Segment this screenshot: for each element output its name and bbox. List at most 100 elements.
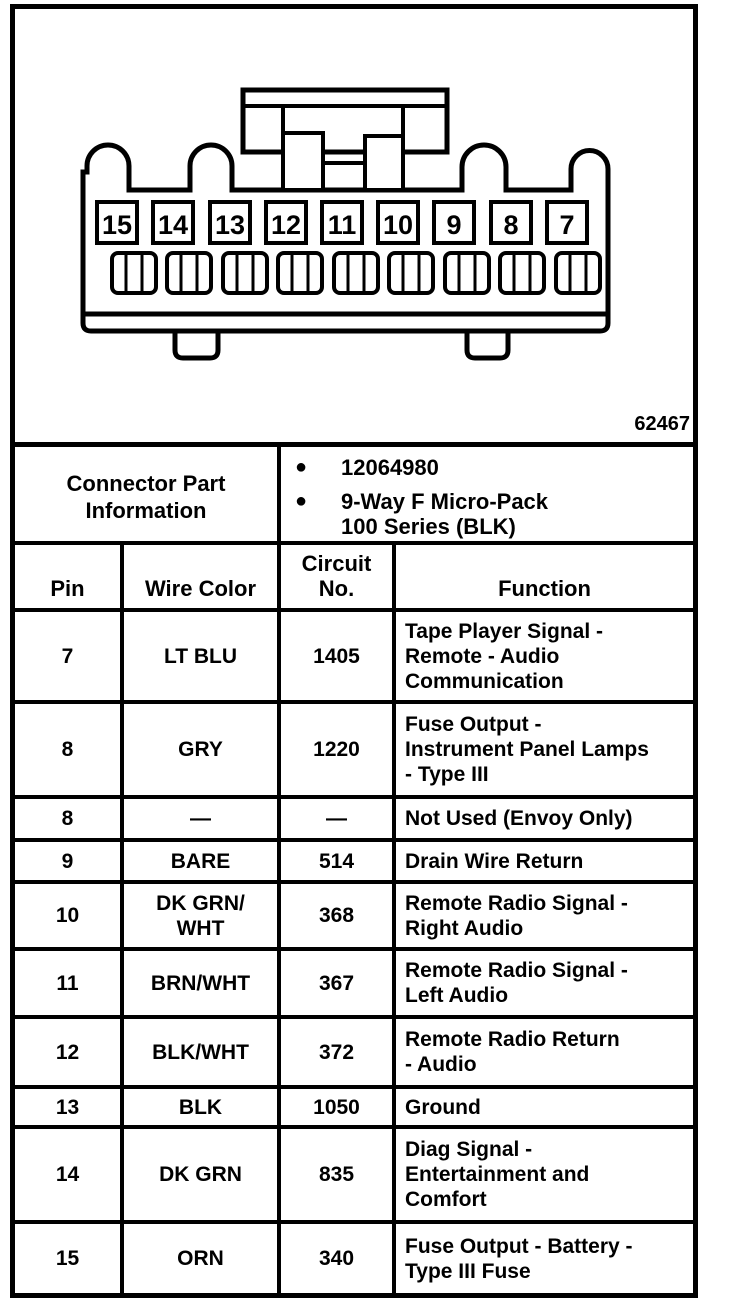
function-cell: Remote Radio Return - Audio: [392, 1019, 693, 1085]
table-row: 13 BLK 1050 Ground: [15, 1085, 693, 1125]
connector-part-info-label: Connector Part Information: [66, 471, 226, 523]
pin-cavity-box: [545, 200, 589, 245]
function-cell: Drain Wire Return: [392, 842, 693, 880]
terminal-slot: [498, 251, 546, 295]
pin-number-label: 10: [383, 210, 413, 240]
connector-part-info-values: ● 12064980 ● 9-Way F Micro-Pack 100 Seri…: [277, 447, 693, 547]
pin-number-label: 12: [271, 210, 301, 240]
connector-type-item: ● 9-Way F Micro-Pack 100 Series (BLK): [295, 489, 689, 539]
function-cell: Ground: [392, 1089, 693, 1125]
connector-type: 9-Way F Micro-Pack 100 Series (BLK): [341, 489, 549, 539]
terminal-slot: [332, 251, 380, 295]
pin-cell: 9: [61, 849, 74, 873]
circuit-no-cell: —: [277, 799, 392, 838]
wire-color-cell: BRN/WHT: [120, 951, 277, 1015]
function-cell: Remote Radio Signal - Left Audio: [392, 951, 693, 1015]
function-cell: Fuse Output - Instrument Panel Lamps - T…: [392, 704, 693, 795]
connector-tab-left: [172, 331, 221, 361]
table-row: 14 DK GRN 835 Diag Signal - Entertainment a…: [15, 1125, 693, 1220]
header-circuit-no: Circuit No.: [277, 545, 392, 608]
wire-color-cell: BLK/WHT: [120, 1019, 277, 1085]
table-body: 7 LT BLU 1405 Tape Player Signal - Remote -…: [15, 608, 693, 1293]
pin-cell: 8: [61, 807, 74, 830]
connector-part-info-band: Connector Part Information ● 12064980 ● …: [15, 447, 693, 547]
terminal-slot: [276, 251, 324, 295]
table-row: 9 BARE 514 Drain Wire Return: [15, 838, 693, 880]
pin-cell: 11: [56, 971, 79, 995]
figure-number: 62467: [634, 413, 690, 435]
pin-cavity-box: [489, 200, 533, 245]
part-number: 12064980: [341, 455, 439, 480]
circuit-no-cell: 372: [277, 1019, 392, 1085]
pin-cavity-box: [208, 200, 252, 245]
table-row: 8— — Not Used (Envoy Only): [15, 795, 693, 838]
pin-number-label: 7: [559, 210, 574, 240]
table-row: 10 DK GRN/ WHT 368 Remote Radio Signal - Ri…: [15, 880, 693, 947]
connector-tab-right: [464, 331, 511, 361]
function-cell: Remote Radio Signal - Right Audio: [392, 884, 693, 947]
terminal-slots: [110, 251, 602, 295]
wire-color-cell: BARE: [120, 842, 277, 880]
bullet-icon: ●: [295, 456, 308, 478]
latch-housing: [240, 87, 450, 155]
connector-mount-strip: [80, 314, 611, 334]
header-pin: Pin: [50, 576, 85, 601]
pin-number-label: 14: [158, 210, 188, 240]
circuit-no-cell: 368: [277, 884, 392, 947]
pin-cell: 8: [61, 738, 74, 761]
circuit-no-cell: 1405: [277, 612, 392, 700]
function-cell: Fuse Output - Battery - Type III Fuse: [392, 1224, 693, 1293]
table-row: 8 GRY 1220 Fuse Output - Instrument Panel L…: [15, 700, 693, 795]
pin-cavity-box: [320, 200, 364, 245]
circuit-no-cell: 514: [277, 842, 392, 880]
wire-color-cell: ORN: [120, 1224, 277, 1293]
diagram-page: 15 14 13 12 11 10 9 8 7 62467 Connector Part Inf…: [10, 4, 698, 1298]
pin-cell: 13: [55, 1095, 80, 1119]
wire-color-cell: DK GRN: [120, 1129, 277, 1220]
circuit-no-cell: 835: [277, 1129, 392, 1220]
table-row: 11 BRN/WHT 367 Remote Radio Signal - Left A…: [15, 947, 693, 1015]
pin-cavity-box: [264, 200, 308, 245]
latch-post-right: [363, 134, 405, 192]
pin-number-label: 11: [328, 210, 357, 240]
pin-cell: 15: [55, 1247, 80, 1270]
terminal-slot: [110, 251, 158, 295]
pin-number-boxes: 15 14 13 12 11 10 9 8 7: [95, 200, 589, 245]
connector-drawing: 15 14 13 12 11 10 9 8 7 62467: [80, 87, 690, 435]
header-wire-color: Wire Color: [120, 545, 277, 608]
wire-color-cell: —: [120, 799, 277, 838]
pin-number-label: 8: [503, 210, 518, 240]
part-number-item: ● 12064980: [295, 455, 689, 480]
terminal-slot: [387, 251, 435, 295]
pin-cavity-box: [376, 200, 420, 245]
wire-color-cell: DK GRN/ WHT: [120, 884, 277, 947]
header-function: Function: [392, 545, 693, 608]
pin-cell: 14: [55, 1163, 80, 1186]
terminal-slot: [554, 251, 602, 295]
circuit-no-cell: 1220: [277, 704, 392, 795]
function-cell: Diag Signal - Entertainment and Comfort: [392, 1129, 693, 1220]
terminal-slot: [165, 251, 213, 295]
table-row: 12 BLK/WHT 372 Remote Radio Return - Audio: [15, 1015, 693, 1085]
table-row: 7 LT BLU 1405 Tape Player Signal - Remote -…: [15, 608, 693, 700]
connector-figure: 15 14 13 12 11 10 9 8 7 62467: [15, 9, 693, 447]
terminal-slot: [221, 251, 269, 295]
circuit-no-cell: 367: [277, 951, 392, 1015]
function-cell: Tape Player Signal - Remote - Audio Comm…: [392, 612, 693, 700]
pin-number-label: 13: [215, 210, 245, 240]
latch-post-left: [281, 131, 325, 192]
pin-cell: 7: [61, 644, 74, 668]
pin-cavity-box: [432, 200, 476, 245]
wire-color-cell: BLK: [120, 1089, 277, 1125]
function-cell: Not Used (Envoy Only): [392, 799, 693, 838]
terminal-slot: [443, 251, 491, 295]
wire-color-cell: LT BLU: [120, 612, 277, 700]
pin-number-label: 15: [102, 210, 132, 240]
pin-cell: 12: [55, 1040, 80, 1064]
circuit-no-cell: 1050: [277, 1089, 392, 1125]
circuit-no-cell: 340: [277, 1224, 392, 1293]
pin-cell: 10: [55, 904, 80, 927]
wire-color-cell: GRY: [120, 704, 277, 795]
table-row: 15 ORN 340 Fuse Output - Battery - Type III…: [15, 1220, 693, 1293]
pin-number-label: 9: [446, 210, 461, 240]
